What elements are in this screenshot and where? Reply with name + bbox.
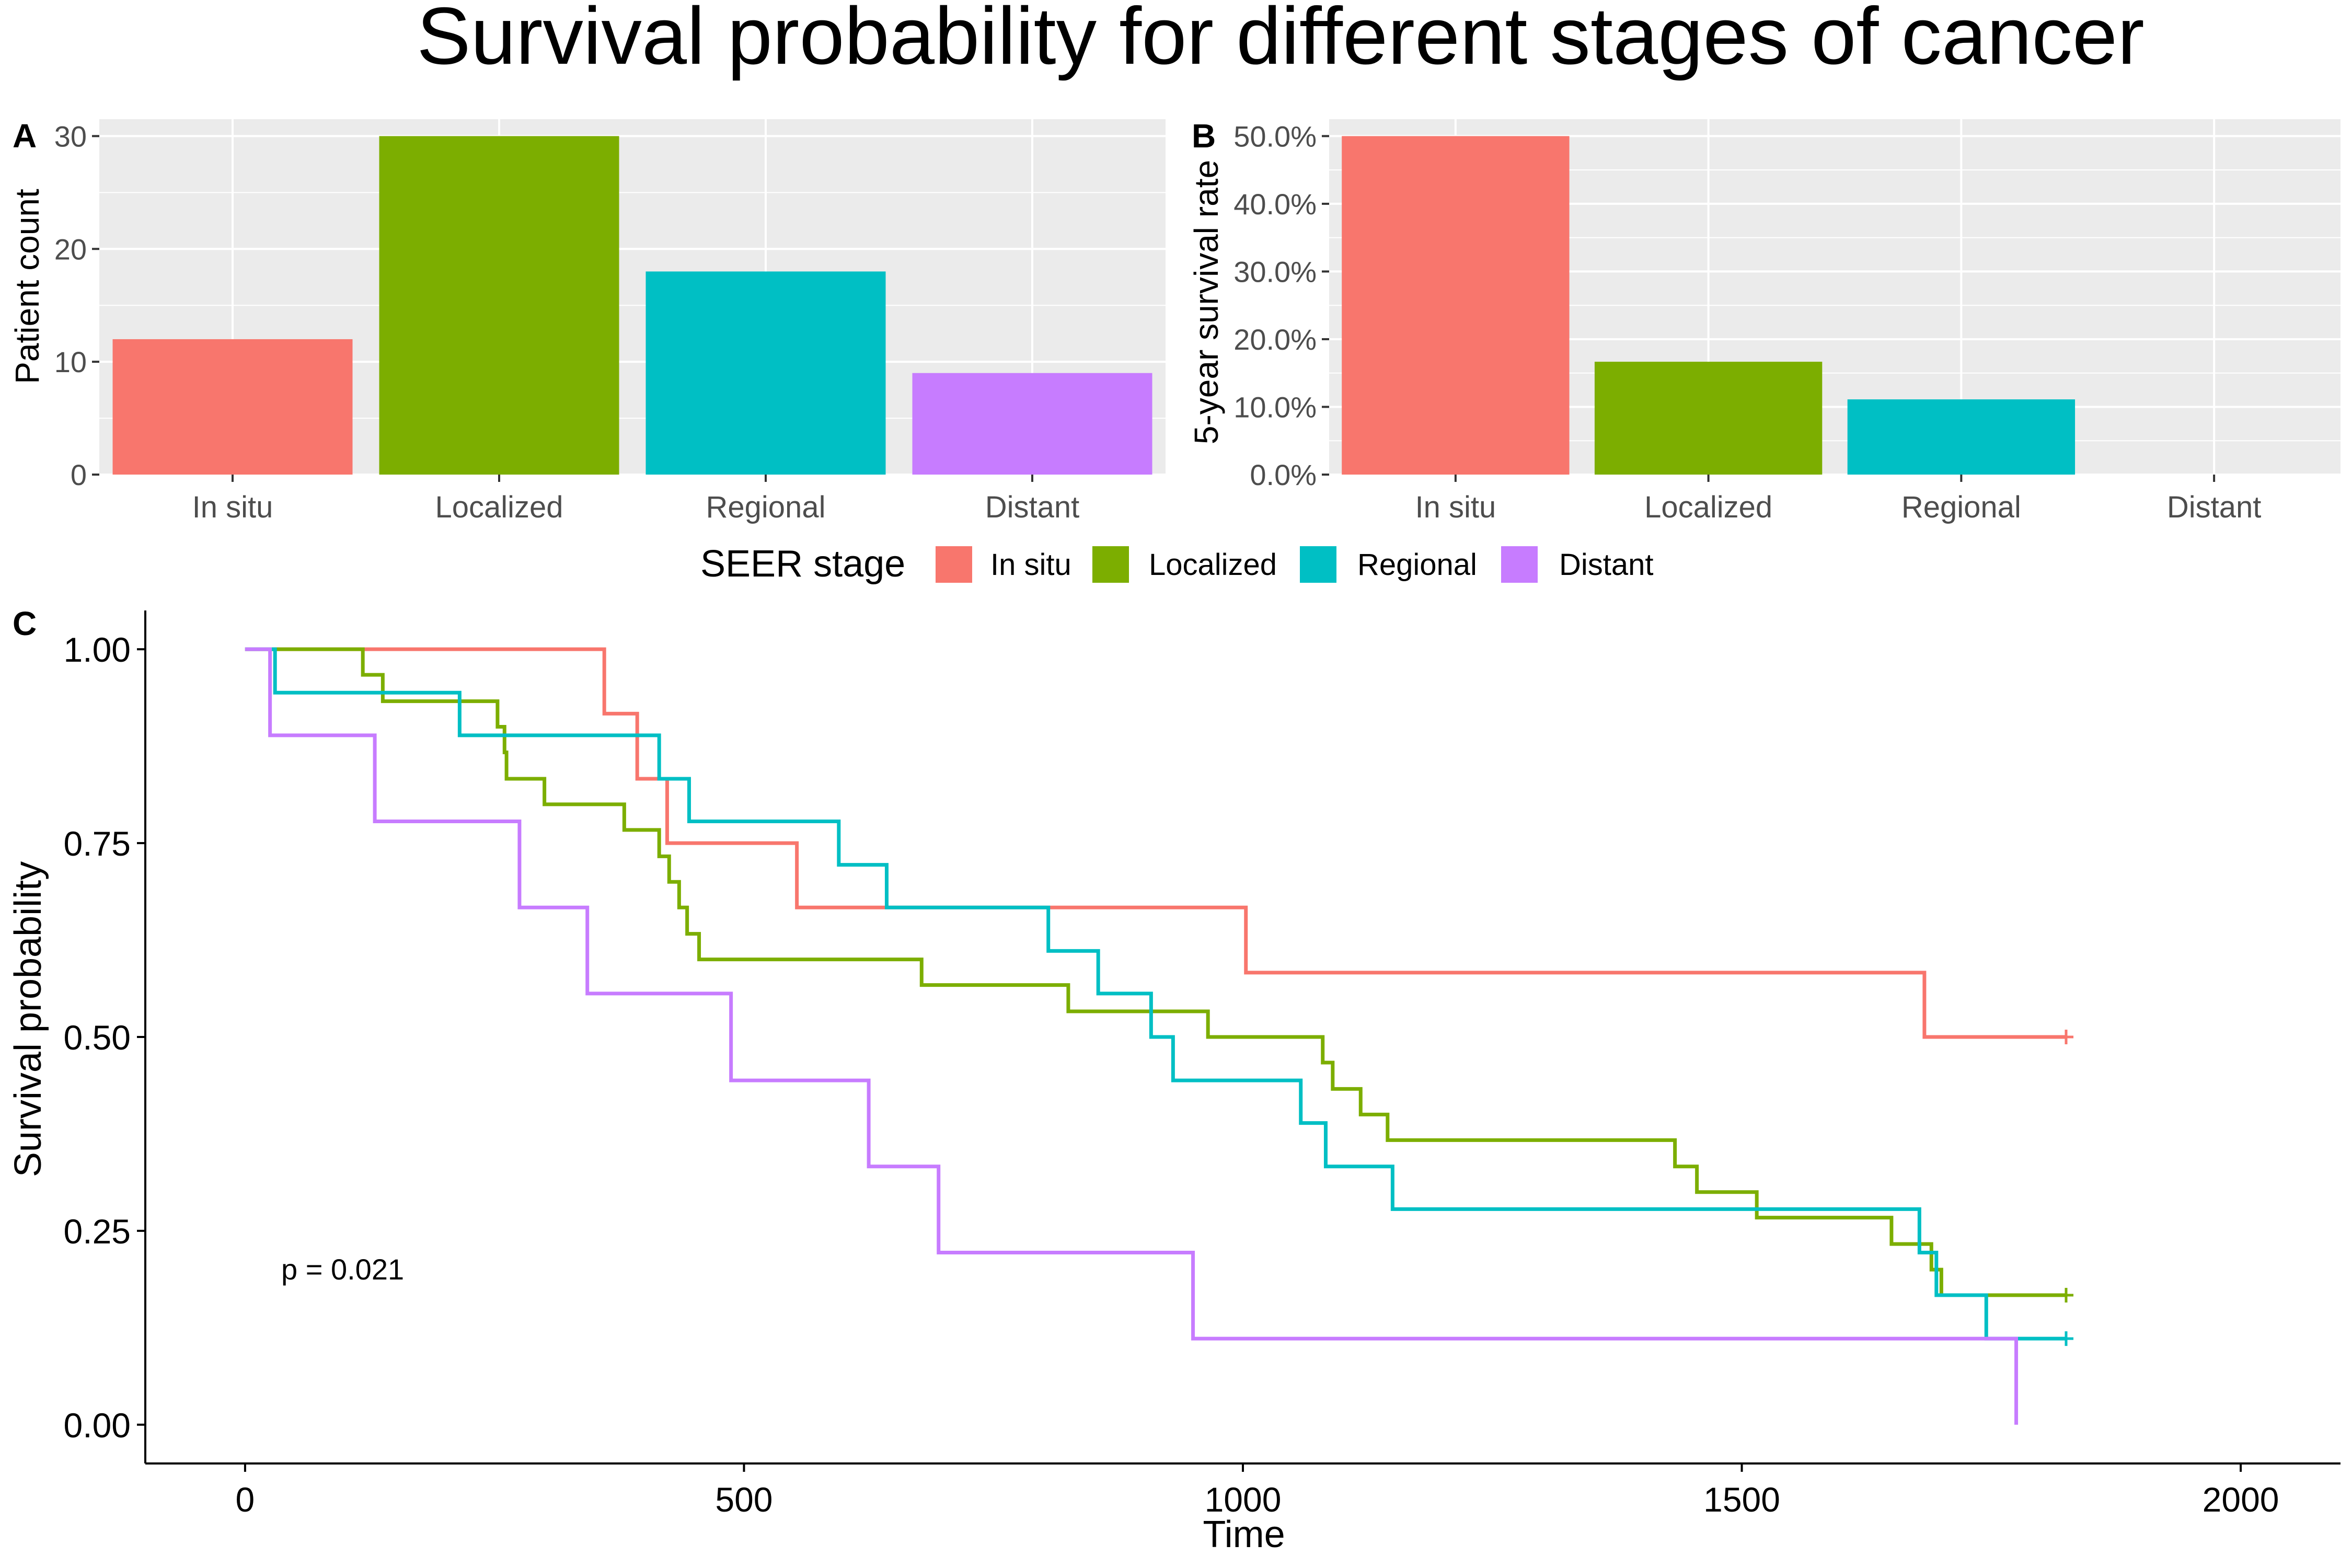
y-tick-label: 0.50 <box>64 1018 131 1057</box>
x-tick-label: In situ <box>1415 490 1496 524</box>
legend-title: SEER stage <box>700 543 905 585</box>
x-tick-label: 2000 <box>2203 1480 2279 1519</box>
bar-in-situ <box>1342 136 1570 475</box>
survival-curve-regional <box>245 647 2066 1341</box>
censor-mark-regional <box>2059 1331 2073 1346</box>
legend-key-in-situ <box>936 546 972 583</box>
y-tick-label: 10 <box>54 345 87 378</box>
x-tick-label: 1500 <box>1703 1480 1780 1519</box>
y-tick-label: 20 <box>54 233 87 266</box>
panel-c-x-axis-label: Time <box>1203 1514 1285 1555</box>
y-tick-label: 1.00 <box>64 630 131 669</box>
panel-a-x-ticks: In situ Localized Regional Distant <box>192 475 1080 524</box>
survival-curve-distant <box>245 647 2019 1425</box>
x-tick-label: 500 <box>715 1480 773 1519</box>
panel-c-y-axis-label: Survival probability <box>7 861 49 1177</box>
panel-c: C 0.000.250.500.751.00 0 500 1000 1500 2000 … <box>7 605 2341 1555</box>
y-tick-label: 50.0% <box>1233 120 1317 153</box>
y-tick-label: 0.0% <box>1250 458 1317 491</box>
x-tick-label: Localized <box>1644 490 1772 524</box>
y-tick-label: 0.00 <box>64 1406 131 1445</box>
panel-b-bars <box>1342 136 2076 475</box>
bar-regional <box>1847 399 2076 475</box>
panel-b-y-axis-label: 5-year survival rate <box>1187 160 1225 444</box>
bar-regional <box>645 271 886 475</box>
x-tick-label: In situ <box>192 490 273 524</box>
figure-title: Survival probability for different stage… <box>417 0 2144 81</box>
legend: SEER stage In situ Localized Regional Di… <box>700 543 1654 585</box>
x-tick-label: 1000 <box>1205 1480 1282 1519</box>
y-tick-label: 40.0% <box>1233 188 1317 221</box>
y-tick-label: 0 <box>71 458 87 491</box>
p-value-annotation: p = 0.021 <box>281 1253 404 1286</box>
panel-a-tag: A <box>13 117 37 155</box>
censor-mark-localized <box>2059 1288 2073 1303</box>
y-tick-label: 20.0% <box>1233 323 1317 356</box>
y-tick-label: 30.0% <box>1233 255 1317 288</box>
legend-label-in-situ: In situ <box>990 548 1071 582</box>
x-tick-label: Regional <box>706 490 826 524</box>
panel-b-y-ticks: 0.0% 10.0% 20.0% 30.0% 40.0% 50.0% <box>1233 120 1329 491</box>
panel-b-tag: B <box>1192 117 1216 155</box>
panel-a-y-ticks: 0 10 20 30 <box>54 120 99 491</box>
survival-curve-localized <box>245 647 2066 1297</box>
legend-key-localized <box>1092 546 1129 583</box>
panel-a-bars <box>112 136 1152 475</box>
y-tick-label: 0.75 <box>64 824 131 863</box>
y-tick-label: 0.25 <box>64 1212 131 1251</box>
panel-c-y-ticks: 0.00 0.25 0.50 0.75 1.00 <box>64 630 145 1445</box>
survival-curve-in-situ <box>245 647 2066 1039</box>
x-tick-label: 0 <box>236 1480 255 1519</box>
panel-c-survival-curves <box>245 647 2073 1425</box>
x-tick-label: Regional <box>1901 490 2021 524</box>
legend-key-regional <box>1300 546 1336 583</box>
y-tick-label: 30 <box>54 120 87 153</box>
legend-key-distant <box>1501 546 1538 583</box>
panel-c-x-ticks: 0 500 1000 1500 2000 <box>236 1463 2279 1519</box>
legend-label-localized: Localized <box>1149 548 1277 582</box>
bar-localized <box>1594 362 1823 475</box>
legend-label-distant: Distant <box>1559 548 1654 582</box>
panel-a: A 0 10 20 30 In situ Localized Regional Distan… <box>8 117 1166 524</box>
x-tick-label: Distant <box>2167 490 2262 524</box>
panel-c-tag: C <box>13 605 37 642</box>
y-tick-label: 10.0% <box>1233 390 1317 423</box>
x-tick-label: Distant <box>985 490 1080 524</box>
panel-b: 0.0% 10.0% 20.0% 30.0% 40.0% 50.0% In situ Loc… <box>1187 117 2341 524</box>
panel-b-x-ticks: In situ Localized Regional Distant <box>1415 475 2262 524</box>
bar-distant <box>912 373 1152 475</box>
censor-mark-in-situ <box>2059 1030 2073 1044</box>
x-tick-label: Localized <box>435 490 563 524</box>
legend-label-regional: Regional <box>1357 548 1477 582</box>
bar-localized <box>379 136 619 475</box>
bar-in-situ <box>112 339 353 475</box>
panel-a-y-axis-label: Patient count <box>8 189 46 384</box>
